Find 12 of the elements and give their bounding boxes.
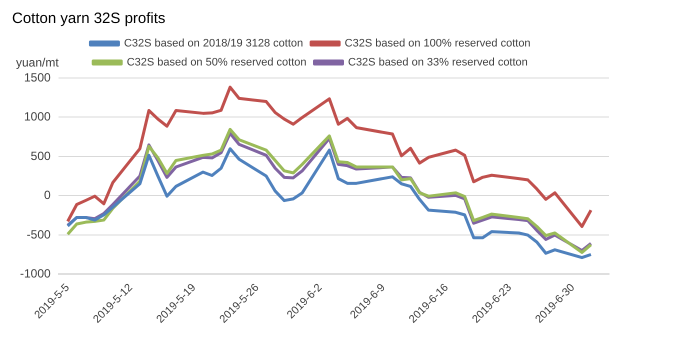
y-tick-label: -500 — [26, 227, 52, 242]
legend-label: C32S based on 33% reserved cotton — [348, 56, 528, 69]
legend-label: C32S based on 50% reserved cotton — [126, 56, 306, 69]
legend-label: C32S based on 100% reserved cotton — [344, 38, 531, 50]
legend-label: C32S based on 2018/19 3128 cotton — [124, 38, 304, 50]
y-tick-label: -1000 — [20, 266, 52, 281]
y-tick-label: 500 — [30, 148, 52, 163]
y-tick-label: 0 — [44, 188, 52, 202]
y-tick-label: 1500 — [24, 70, 52, 84]
y-axis-title: yuan/mt — [16, 55, 60, 70]
chart-title: Cotton yarn 32S profits — [12, 10, 166, 28]
y-tick-label: 1000 — [24, 110, 52, 124]
